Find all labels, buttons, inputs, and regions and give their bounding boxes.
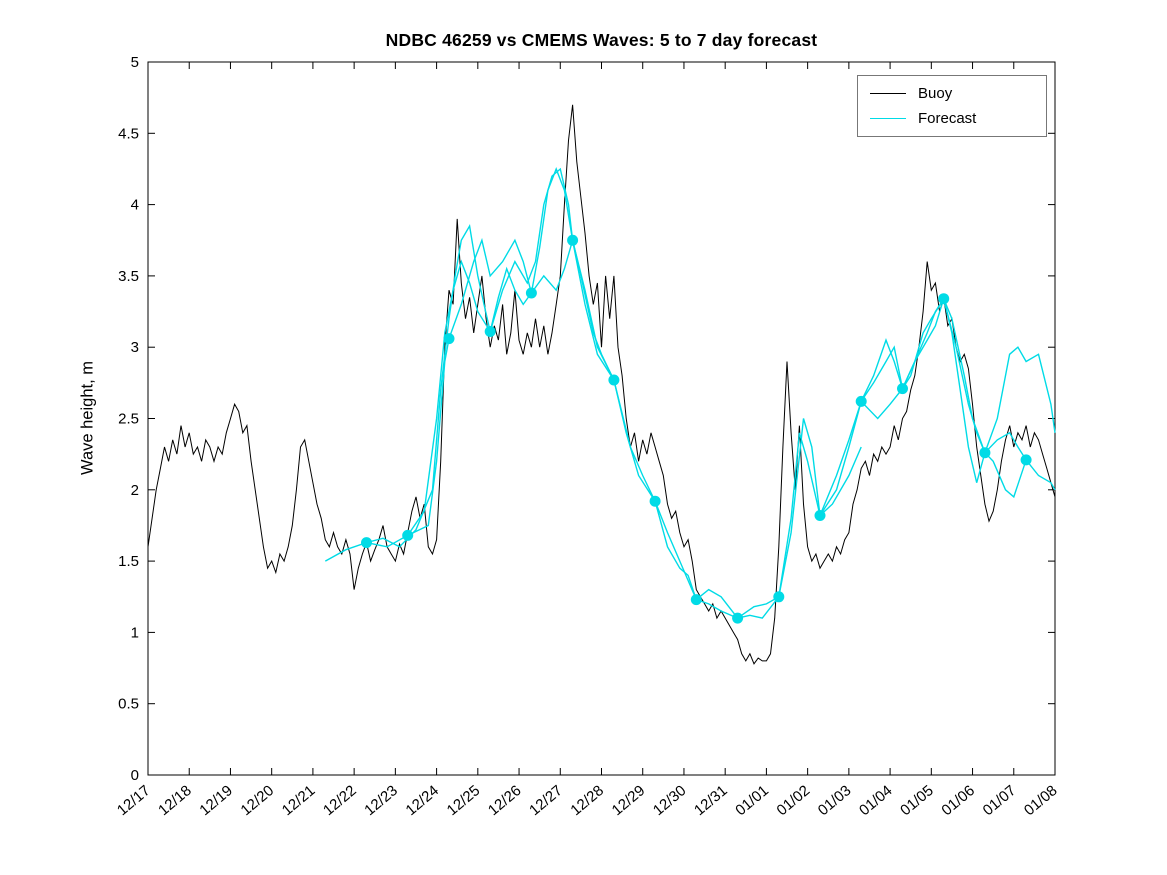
forecast-line [901, 296, 1027, 461]
forecast-marker [690, 594, 702, 606]
forecast-marker [855, 395, 867, 407]
forecast-line [819, 298, 945, 516]
x-tick-label: 12/25 [444, 782, 484, 819]
x-tick-label: 12/18 [155, 782, 195, 819]
forecast-marker [649, 495, 661, 507]
x-tick-label: 01/03 [815, 782, 855, 819]
x-tick-label: 12/24 [402, 782, 442, 819]
forecast-marker [732, 612, 744, 624]
y-tick-label: 1 [131, 624, 139, 641]
legend-label-buoy: Buoy [918, 85, 953, 102]
forecast-line [984, 346, 1056, 453]
buoy-line [147, 104, 1056, 665]
x-tick-label: 12/28 [567, 782, 607, 819]
x-tick-label: 12/29 [609, 782, 649, 819]
legend-item-buoy: Buoy [870, 86, 1034, 101]
forecast-marker [938, 293, 950, 305]
forecast-marker [402, 529, 414, 541]
forecast-line [407, 259, 532, 536]
y-tick-label: 3 [131, 339, 139, 356]
y-tick-label: 1.5 [118, 553, 139, 570]
y-tick-label: 2 [131, 482, 139, 499]
forecast-line [778, 338, 904, 597]
x-tick-label: 01/05 [897, 782, 937, 819]
y-tick-label: 3.5 [118, 268, 139, 285]
x-tick-label: 12/30 [650, 782, 690, 819]
forecast-line [324, 338, 450, 562]
forecast-line [943, 298, 1056, 499]
x-tick-label: 01/06 [938, 782, 978, 819]
x-tick-label: 01/08 [1021, 782, 1061, 819]
forecast-marker [608, 374, 620, 386]
chart-title: NDBC 46259 vs CMEMS Waves: 5 to 7 day fo… [385, 30, 818, 50]
forecast-marker [361, 537, 372, 549]
buoy-line-swatch [870, 93, 906, 94]
x-tick-label: 12/21 [279, 782, 319, 819]
legend-label-forecast: Forecast [918, 110, 977, 127]
x-tick-label: 01/01 [732, 782, 772, 819]
forecast-marker [525, 287, 537, 299]
x-tick-label: 12/26 [485, 782, 525, 819]
forecast-marker [897, 383, 908, 395]
x-tick-label: 12/27 [526, 782, 566, 819]
forecast-line-swatch [870, 118, 906, 119]
x-tick-label: 12/31 [691, 782, 731, 819]
y-tick-label: 4.5 [118, 125, 139, 142]
x-tick-label: 12/22 [320, 782, 360, 819]
x-tick-label: 12/23 [361, 782, 401, 819]
forecast-line [737, 432, 862, 619]
forecast-marker [814, 510, 826, 521]
legend-box: Buoy Forecast [857, 75, 1047, 137]
x-tick-label: 12/20 [238, 782, 278, 819]
x-tick-label: 01/04 [856, 782, 896, 819]
axes-box [147, 61, 1056, 776]
forecast-line [571, 240, 739, 619]
forecast-marker [979, 447, 991, 459]
forecast-line [366, 223, 491, 548]
x-tick-label: 01/02 [774, 782, 814, 819]
y-tick-label: 0 [131, 767, 139, 784]
forecast-marker [773, 591, 785, 603]
x-tick-label: 12/17 [114, 782, 154, 819]
forecast-marker [567, 234, 579, 246]
forecast-marker [443, 333, 455, 345]
legend-item-forecast: Forecast [870, 111, 1034, 126]
x-tick-label: 01/07 [980, 782, 1020, 819]
forecast-line [654, 500, 780, 619]
y-tick-label: 4 [131, 197, 139, 214]
forecast-line [489, 167, 615, 381]
y-tick-label: 2.5 [118, 411, 139, 428]
forecast-line [860, 297, 986, 453]
x-tick-label: 12/19 [196, 782, 236, 819]
y-tick-label: 0.5 [118, 696, 139, 713]
forecast-marker [1020, 454, 1032, 466]
forecast-line [448, 237, 574, 339]
forecast-marker [484, 326, 496, 337]
y-tick-label: 5 [131, 54, 139, 71]
